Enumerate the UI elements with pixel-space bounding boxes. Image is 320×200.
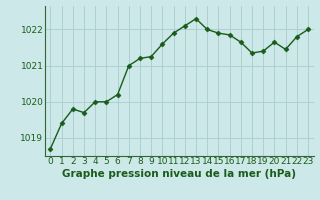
- X-axis label: Graphe pression niveau de la mer (hPa): Graphe pression niveau de la mer (hPa): [62, 169, 296, 179]
